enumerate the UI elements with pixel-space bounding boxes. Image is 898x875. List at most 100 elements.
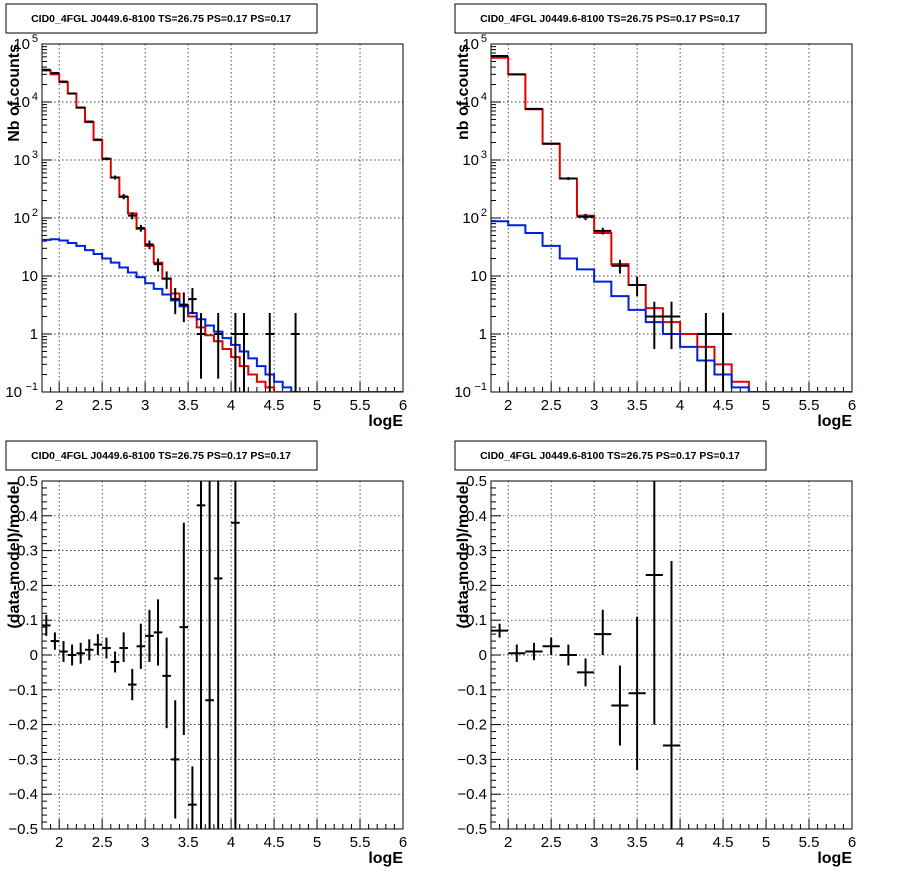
y-tick-exponent: 3 xyxy=(481,149,487,161)
y-axis-label: nb of counts xyxy=(455,44,472,140)
y-tick-label: −0.2 xyxy=(457,717,487,734)
panel-counts-left: CID0_4FGL J0449.6-8100 TS=26.75 PS=0.17 … xyxy=(5,3,407,430)
data-point xyxy=(110,175,120,180)
data-point xyxy=(714,313,732,392)
y-tick-label: 10 xyxy=(462,152,479,169)
y-tick-exponent: −1 xyxy=(474,381,487,393)
x-tick-label: 4.5 xyxy=(713,397,734,414)
data-point xyxy=(145,240,154,250)
x-tick-label: 6 xyxy=(848,397,856,414)
data-point xyxy=(662,561,681,829)
x-tick-label: 2 xyxy=(55,834,63,851)
data-point xyxy=(231,481,240,829)
data-point xyxy=(42,68,51,71)
y-tick-label: 1 xyxy=(479,326,487,343)
y-tick-label: −0.5 xyxy=(8,821,38,838)
y-tick-exponent: −1 xyxy=(25,381,38,393)
data-point xyxy=(50,72,60,75)
y-tick-label: 0.1 xyxy=(17,612,38,629)
plot-area xyxy=(42,481,240,829)
data-point xyxy=(662,301,681,350)
y-tick-label: −0.1 xyxy=(8,682,38,699)
data-point xyxy=(196,313,206,379)
y-tick-exponent: 5 xyxy=(481,33,487,45)
data-point xyxy=(179,522,189,736)
data-point xyxy=(59,80,68,83)
x-tick-label: 4.5 xyxy=(713,834,734,851)
data-point xyxy=(188,288,197,315)
x-axis-label: logE xyxy=(368,850,403,867)
source-model-histogram xyxy=(491,220,852,392)
data-point xyxy=(594,227,612,235)
data-point xyxy=(291,313,300,392)
y-tick-label: 10 xyxy=(462,94,479,111)
data-point xyxy=(67,644,77,666)
x-tick-label: 3 xyxy=(590,397,598,414)
panel-counts-right: CID0_4FGL J0449.6-8100 TS=26.75 PS=0.17 … xyxy=(454,3,856,430)
title-frame xyxy=(5,440,318,471)
data-point xyxy=(559,644,577,666)
data-point xyxy=(76,106,85,109)
y-tick-exponent: 2 xyxy=(481,207,487,219)
data-point xyxy=(491,55,509,58)
data-point xyxy=(170,288,180,315)
data-point xyxy=(542,637,560,655)
x-tick-label: 2.5 xyxy=(541,397,562,414)
data-point xyxy=(42,614,51,636)
data-point xyxy=(645,481,663,725)
data-point xyxy=(162,271,171,289)
x-tick-label: 5.5 xyxy=(799,834,820,851)
y-tick-exponent: 4 xyxy=(481,91,487,103)
data-point xyxy=(153,599,163,666)
data-point xyxy=(491,623,509,638)
title-box: CID0_4FGL J0449.6-8100 TS=26.75 PS=0.17 … xyxy=(454,3,767,34)
data-point xyxy=(628,616,646,770)
grid xyxy=(42,44,403,392)
y-tick-label: 10 xyxy=(5,384,22,401)
data-point xyxy=(93,634,103,655)
y-tick-label: 0 xyxy=(30,647,38,664)
y-tick-label: 0.1 xyxy=(466,612,487,629)
x-tick-label: 5.5 xyxy=(350,397,371,414)
data-point xyxy=(196,481,206,829)
y-tick-exponent: 2 xyxy=(32,207,38,219)
data-point xyxy=(697,313,715,392)
data-point xyxy=(102,157,111,161)
x-axis-label: logE xyxy=(368,413,403,430)
data-point xyxy=(102,637,111,659)
grid xyxy=(491,44,852,392)
data-point xyxy=(50,632,60,650)
data-point xyxy=(119,193,128,200)
data-point xyxy=(59,641,68,662)
data-point xyxy=(188,766,197,829)
panel-title: CID0_4FGL J0449.6-8100 TS=26.75 PS=0.17 … xyxy=(31,450,291,462)
title-frame xyxy=(5,3,318,34)
data-point xyxy=(145,609,154,662)
panel-title: CID0_4FGL J0449.6-8100 TS=26.75 PS=0.17 … xyxy=(31,13,291,25)
data-point xyxy=(542,142,560,145)
data-point xyxy=(110,651,120,673)
x-tick-label: 3.5 xyxy=(178,834,199,851)
data-point xyxy=(127,212,137,220)
x-tick-label: 4.5 xyxy=(264,397,285,414)
data-point xyxy=(136,224,146,232)
y-tick-label: −0.2 xyxy=(8,717,38,734)
y-tick-label: 1 xyxy=(30,326,38,343)
y-tick-label: −0.4 xyxy=(457,786,487,803)
data-point xyxy=(576,213,595,221)
y-tick-label: 10 xyxy=(454,384,471,401)
y-tick-label: −0.3 xyxy=(457,751,487,768)
x-tick-label: 2 xyxy=(55,397,63,414)
title-box: CID0_4FGL J0449.6-8100 TS=26.75 PS=0.17 … xyxy=(5,3,318,34)
title-box: CID0_4FGL J0449.6-8100 TS=26.75 PS=0.17 … xyxy=(454,440,767,471)
x-tick-label: 5 xyxy=(313,834,321,851)
x-tick-label: 2.5 xyxy=(92,397,113,414)
data-point xyxy=(213,313,223,379)
y-tick-label: 10 xyxy=(21,268,38,285)
x-tick-label: 6 xyxy=(399,397,407,414)
data-point xyxy=(179,292,189,323)
data-point xyxy=(594,609,612,655)
data-point xyxy=(136,623,146,669)
title-box: CID0_4FGL J0449.6-8100 TS=26.75 PS=0.17 … xyxy=(5,440,318,471)
data-point xyxy=(508,73,526,76)
